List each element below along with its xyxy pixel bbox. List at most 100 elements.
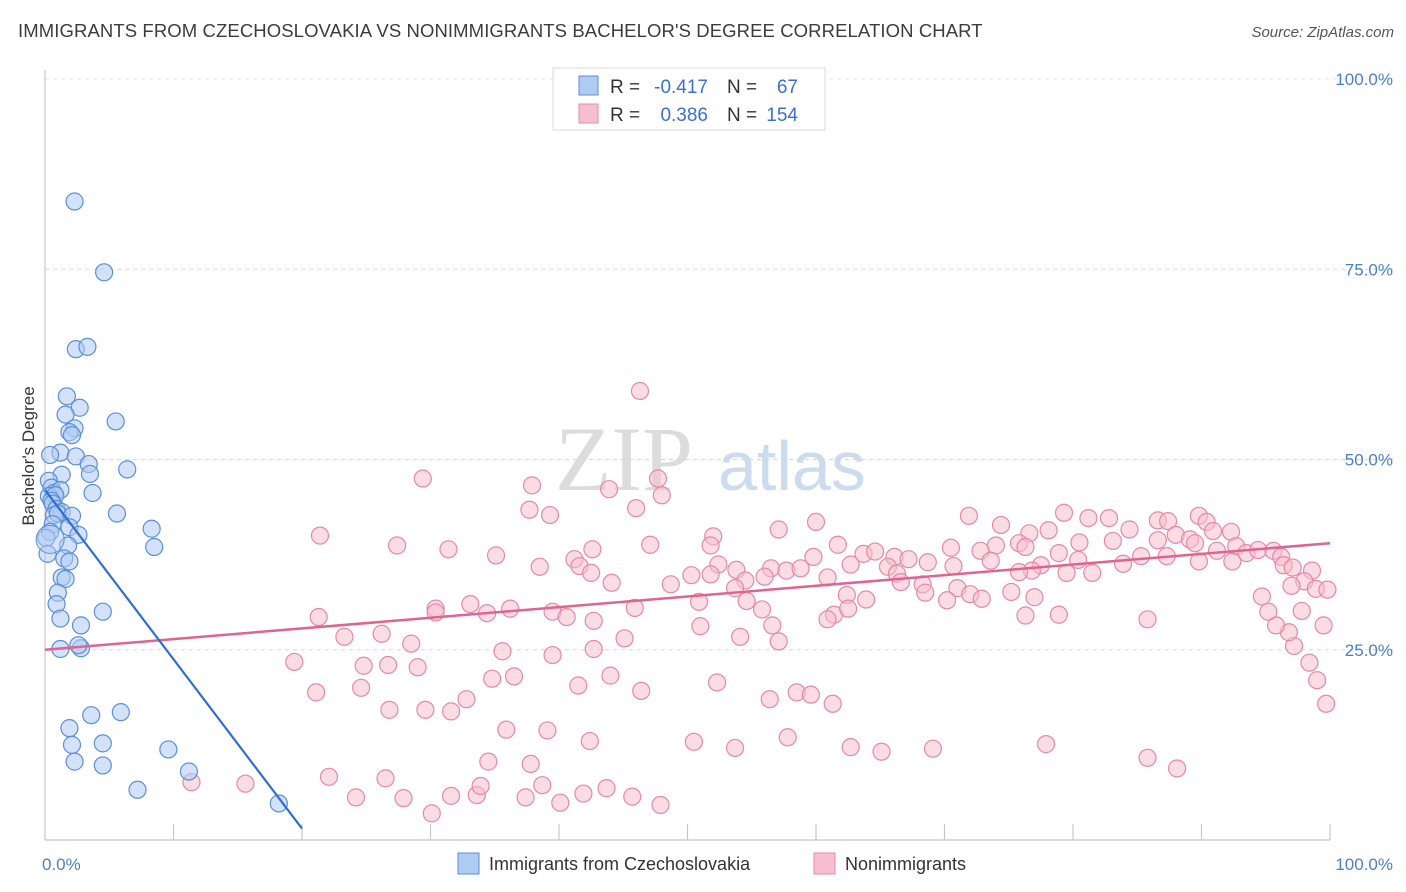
nonimmigrants-point-61 <box>981 551 1000 570</box>
nonimmigrants-point-170 <box>1036 735 1056 754</box>
czechoslovakia-point-15 <box>118 460 137 479</box>
czechoslovakia-point-45 <box>56 569 75 589</box>
nonimmigrants-point-197 <box>1266 616 1286 635</box>
legend-n-label-1: N = <box>727 77 757 98</box>
nonimmigrants-point-190 <box>479 752 498 771</box>
nonimmigrants-point-86 <box>701 565 720 584</box>
legend-box: R = -0.417 N = 67 R = 0.386 N = 154 <box>552 67 826 131</box>
nonimmigrants-point-167 <box>841 738 860 757</box>
czechoslovakia-point-48 <box>93 602 112 621</box>
nonimmigrants-point-10 <box>1054 503 1074 522</box>
nonimmigrants-point-139 <box>543 645 562 665</box>
nonimmigrants-point-64 <box>1114 554 1133 573</box>
nonimmigrants-point-84 <box>582 563 601 582</box>
czechoslovakia-point-49 <box>51 609 70 628</box>
nonimmigrants-point-147 <box>569 676 588 695</box>
nonimmigrants-point-151 <box>760 690 779 709</box>
bottom-legend-label-nonimmigrants: Nonimmigrants <box>845 854 966 874</box>
y-tick-labels: 100.0% 75.0% 50.0% 25.0% <box>1335 70 1393 660</box>
nonimmigrants-point-7 <box>540 505 560 525</box>
nonimmigrants-point-159 <box>441 702 461 721</box>
nonimmigrants-point-53 <box>486 546 506 565</box>
nonimmigrants-points <box>182 381 1337 823</box>
nonimmigrants-point-114 <box>689 592 709 611</box>
y-tick-label-25: 25.0% <box>1345 641 1393 660</box>
czechoslovakia-point-56 <box>60 719 79 738</box>
nonimmigrants-point-137 <box>402 634 421 653</box>
nonimmigrants-point-98 <box>661 575 680 594</box>
nonimmigrants-point-133 <box>769 632 788 651</box>
nonimmigrants-point-188 <box>236 774 255 793</box>
nonimmigrants-point-8 <box>626 499 646 518</box>
nonimmigrants-point-110 <box>461 594 480 614</box>
nonimmigrants-point-59 <box>899 550 918 569</box>
nonimmigrants-point-2 <box>648 469 668 488</box>
nonimmigrants-point-9 <box>959 506 979 525</box>
trend-lines <box>44 489 1331 830</box>
nonimmigrants-point-149 <box>632 681 651 700</box>
nonimmigrants-point-115 <box>737 591 756 611</box>
y-axis-title: Bachelor's Degree <box>19 386 38 525</box>
nonimmigrants-point-48 <box>1207 541 1227 560</box>
nonimmigrants-point-140 <box>584 639 603 659</box>
nonimmigrants-point-193 <box>1308 671 1327 690</box>
nonimmigrants-point-180 <box>471 776 490 796</box>
czechoslovakia-point-22 <box>83 483 102 503</box>
nonimmigrants-point-182 <box>551 793 570 812</box>
nonimmigrants-point-184 <box>597 779 616 798</box>
nonimmigrants-point-174 <box>346 788 366 807</box>
nonimmigrants-point-118 <box>839 599 858 618</box>
nonimmigrants-point-146 <box>504 667 524 686</box>
nonimmigrants-trend-line <box>44 541 1331 651</box>
y-tick-label-100: 100.0% <box>1335 70 1393 89</box>
czechoslovakia-point-59 <box>159 740 178 759</box>
nonimmigrants-point-42 <box>941 538 961 557</box>
nonimmigrants-point-0 <box>630 381 650 401</box>
nonimmigrants-point-76 <box>791 559 810 578</box>
nonimmigrants-point-163 <box>580 731 599 751</box>
legend-n-value-2: 154 <box>766 105 798 126</box>
nonimmigrants-point-102 <box>916 583 935 602</box>
nonimmigrants-point-88 <box>755 567 774 586</box>
nonimmigrants-point-80 <box>1083 563 1102 582</box>
nonimmigrants-point-32 <box>1070 533 1089 552</box>
nonimmigrants-point-124 <box>763 616 782 635</box>
nonimmigrants-point-34 <box>1148 531 1167 550</box>
nonimmigrants-point-96 <box>1318 580 1337 599</box>
czechoslovakia-point-large <box>35 524 65 554</box>
legend-r-value-1: -0.417 <box>654 77 708 98</box>
nonimmigrants-point-198 <box>1259 602 1278 621</box>
legend-r-label-2: R = <box>610 105 640 126</box>
nonimmigrants-point-121 <box>557 607 576 627</box>
nonimmigrants-point-136 <box>372 624 391 643</box>
nonimmigrants-point-155 <box>307 683 326 702</box>
watermark-zip: ZIP <box>555 408 693 510</box>
nonimmigrants-point-27 <box>310 526 330 545</box>
nonimmigrants-point-175 <box>394 789 413 808</box>
nonimmigrants-point-5 <box>652 486 671 505</box>
nonimmigrants-point-161 <box>497 720 516 739</box>
nonimmigrants-point-194 <box>1300 653 1319 672</box>
bottom-legend-swatch-blue <box>457 852 480 875</box>
czechoslovakia-point-43 <box>60 552 79 571</box>
czechoslovakia-trend-line <box>44 489 303 830</box>
czechoslovakia-point-54 <box>82 706 101 725</box>
legend-n-value-1: 67 <box>777 77 798 98</box>
nonimmigrants-point-129 <box>1292 601 1311 621</box>
nonimmigrants-point-178 <box>516 788 535 807</box>
nonimmigrants-point-142 <box>354 656 373 675</box>
nonimmigrants-point-46 <box>1132 547 1151 566</box>
nonimmigrants-point-17 <box>806 512 826 532</box>
czechoslovakia-point-63 <box>128 780 147 799</box>
chart-title: IMMIGRANTS FROM CZECHOSLOVAKIA VS NONIMM… <box>18 20 983 41</box>
nonimmigrants-point-135 <box>335 627 354 646</box>
nonimmigrants-point-169 <box>923 739 943 758</box>
nonimmigrants-point-22 <box>1120 520 1139 539</box>
nonimmigrants-point-60 <box>918 553 937 572</box>
nonimmigrants-point-165 <box>725 738 745 758</box>
czechoslovakia-point-50 <box>71 616 91 635</box>
nonimmigrants-point-25 <box>1203 521 1223 541</box>
y-tick-label-50: 50.0% <box>1345 451 1393 470</box>
czechoslovakia-point-55 <box>111 703 130 722</box>
